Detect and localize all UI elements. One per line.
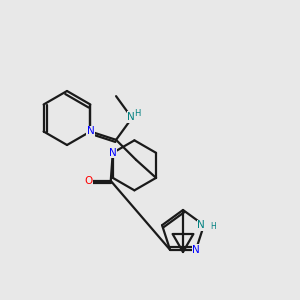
Text: N: N [86, 127, 94, 136]
Text: N: N [192, 245, 200, 255]
Text: N: N [127, 112, 135, 122]
Text: O: O [85, 176, 93, 186]
Text: H: H [210, 222, 216, 231]
Text: N: N [109, 148, 117, 158]
Text: N: N [197, 220, 205, 230]
Text: H: H [134, 109, 140, 118]
